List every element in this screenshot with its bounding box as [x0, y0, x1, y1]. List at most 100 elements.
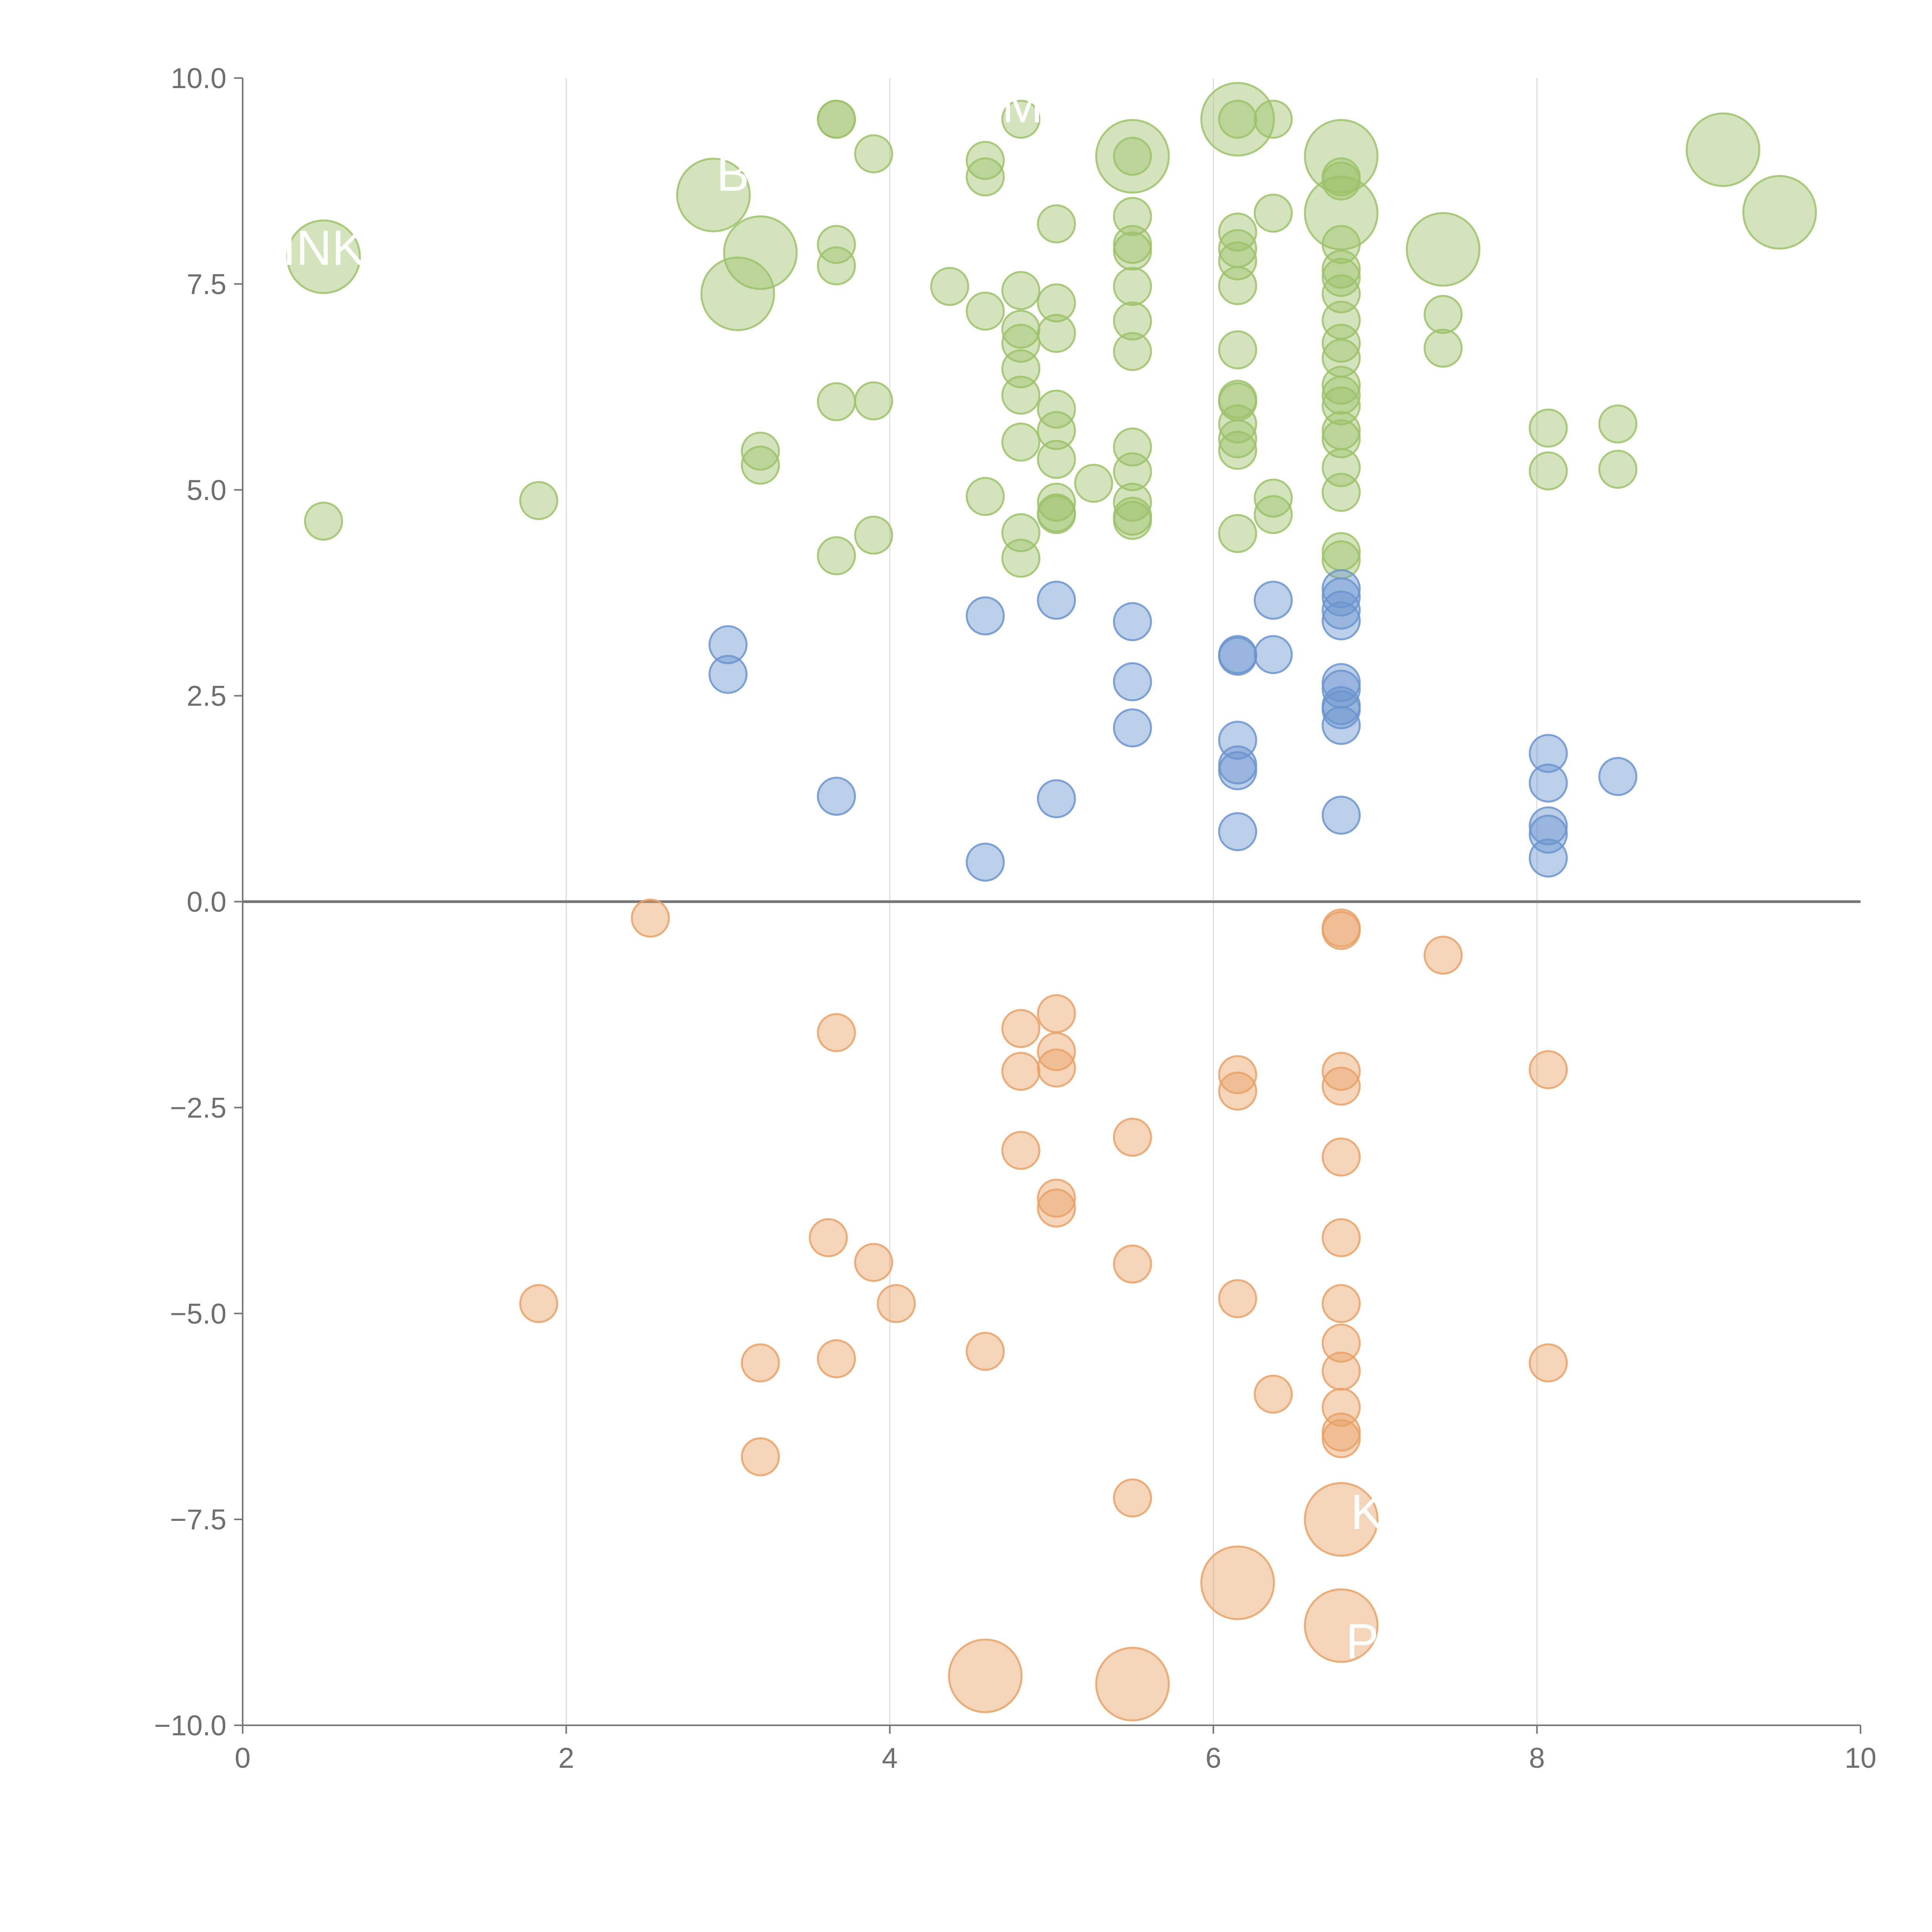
green-bubble	[1218, 213, 1257, 252]
orange-bubble	[1321, 1323, 1361, 1363]
green-bubble	[1001, 539, 1041, 578]
green-bubble	[930, 267, 969, 306]
y-tick-label: −10.0	[154, 1709, 226, 1742]
orange-bubble	[741, 1343, 780, 1383]
y-tick-label: −7.5	[170, 1503, 226, 1536]
green-bubble	[817, 246, 856, 286]
green-bubble	[1037, 283, 1076, 323]
blue-bubble	[1253, 635, 1293, 674]
x-tick-label: 10	[1845, 1742, 1876, 1774]
x-tick-label: 2	[558, 1742, 574, 1774]
orange-bubble	[1001, 1009, 1041, 1048]
orange-bubble	[1529, 1050, 1568, 1089]
orange-bubble	[1529, 1343, 1568, 1383]
blue-bubble	[966, 596, 1005, 636]
green-bubble	[966, 291, 1005, 331]
orange-bubble	[1037, 1032, 1076, 1071]
blue-bubble	[1321, 569, 1361, 609]
green-bubble	[1074, 464, 1113, 503]
green-bubble	[1001, 310, 1041, 349]
y-tick-label: 2.5	[187, 680, 226, 712]
green-bubble	[676, 158, 751, 233]
green-bubble	[1037, 204, 1076, 243]
green-bubble	[723, 215, 798, 290]
orange-bubble	[854, 1243, 893, 1282]
green-bubble	[304, 502, 343, 541]
orange-bubble	[1001, 1052, 1041, 1091]
bubble-series	[286, 82, 1817, 1721]
green-bubble	[966, 477, 1005, 516]
green-bubble	[1253, 100, 1293, 139]
green-bubble	[1304, 176, 1379, 251]
x-tick-label: 8	[1529, 1742, 1545, 1774]
green-bubble	[1321, 366, 1361, 405]
orange-bubble	[1200, 1545, 1275, 1620]
green-bubble	[1598, 449, 1638, 489]
green-bubble	[1321, 323, 1361, 363]
blue-bubble	[1321, 796, 1361, 835]
orange-bubble	[1218, 1071, 1257, 1111]
blue-bubble	[966, 842, 1005, 882]
orange-bubble	[1218, 1279, 1257, 1318]
blue-bubble	[1529, 806, 1568, 845]
bubble-annotation: P	[1346, 1614, 1379, 1669]
orange-bubble	[966, 1332, 1005, 1371]
green-bubble	[1037, 389, 1076, 429]
blue-bubble	[708, 655, 748, 694]
orange-bubble	[1321, 1419, 1361, 1458]
green-bubble	[286, 219, 361, 294]
blue-bubble	[1218, 751, 1257, 791]
orange-bubble	[948, 1638, 1023, 1713]
orange-bubble	[1321, 1137, 1361, 1177]
blue-bubble	[1529, 734, 1568, 773]
green-bubble	[1218, 100, 1257, 139]
green-bubble	[1218, 430, 1257, 470]
orange-bubble	[1321, 911, 1361, 950]
green-bubble	[1218, 514, 1257, 553]
green-bubble	[1037, 314, 1076, 353]
green-bubble	[854, 381, 893, 421]
orange-bubble	[631, 898, 670, 938]
green-bubble	[1001, 422, 1041, 462]
orange-bubble	[1423, 935, 1463, 975]
green-bubble	[1113, 197, 1152, 236]
orange-bubble	[1321, 1218, 1361, 1257]
orange-bubble	[1037, 1188, 1076, 1228]
blue-bubble	[1113, 708, 1152, 748]
blue-bubble	[1321, 706, 1361, 745]
green-bubble	[1218, 266, 1257, 305]
orange-bubble	[1304, 1588, 1379, 1663]
orange-bubble	[1037, 1179, 1076, 1218]
green-bubble	[1113, 301, 1152, 341]
green-bubble	[1095, 119, 1170, 194]
green-bubble	[1113, 267, 1152, 306]
orange-bubble	[1218, 1055, 1257, 1094]
blue-bubble	[1598, 757, 1638, 796]
green-bubble	[1423, 328, 1463, 368]
green-bubble	[1253, 478, 1293, 518]
orange-bubble	[1113, 1478, 1152, 1518]
y-tick-label: −5.0	[170, 1298, 226, 1330]
green-bubble	[1321, 419, 1361, 459]
green-bubble	[1253, 194, 1293, 233]
orange-bubble	[1113, 1117, 1152, 1157]
orange-bubble	[1321, 1351, 1361, 1391]
orange-bubble	[741, 1437, 780, 1476]
green-bubble	[854, 134, 893, 173]
green-bubble	[1113, 231, 1152, 271]
green-bubble	[1321, 258, 1361, 297]
bubble-annotation: B	[716, 146, 749, 202]
green-bubble	[817, 536, 856, 575]
y-tick-label: −2.5	[170, 1092, 226, 1124]
orange-bubble	[817, 1013, 856, 1052]
blue-bubble	[1529, 764, 1568, 803]
green-bubble	[966, 141, 1005, 180]
green-bubble	[1406, 212, 1481, 287]
x-tick-label: 4	[882, 1742, 898, 1774]
orange-bubble	[519, 1284, 558, 1323]
blue-bubble	[1218, 636, 1257, 676]
orange-bubble	[1321, 1052, 1361, 1091]
green-bubble	[1321, 161, 1361, 201]
blue-bubble	[1037, 779, 1076, 818]
